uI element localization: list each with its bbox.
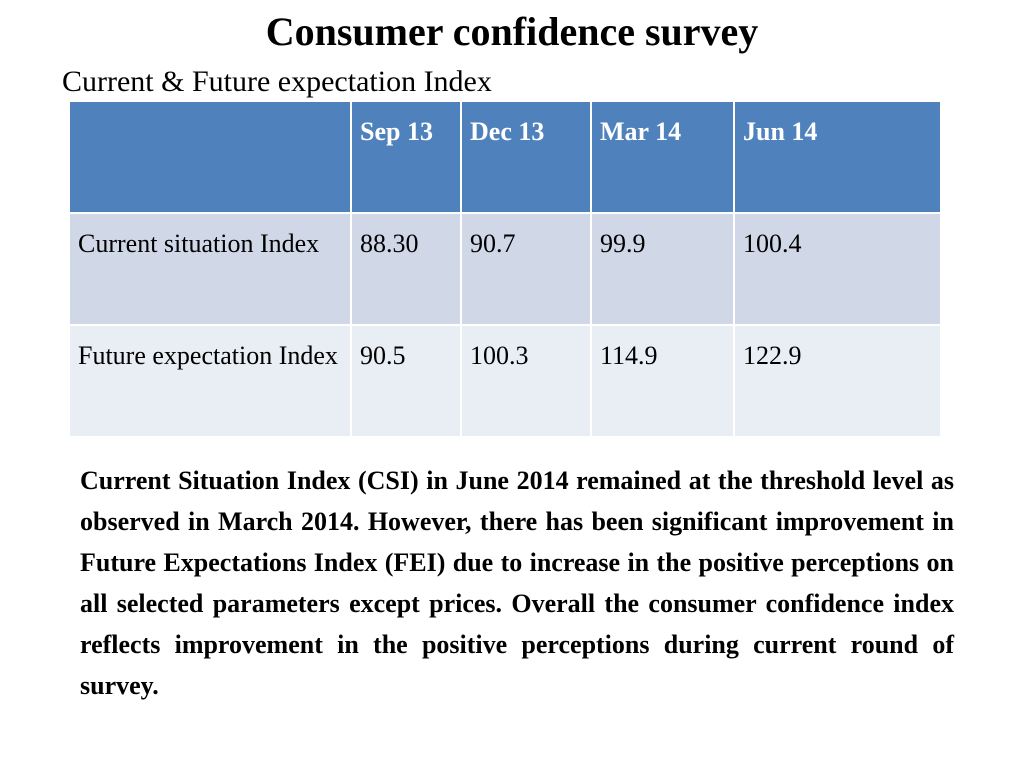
slide-subtitle: Current & Future expectation Index xyxy=(62,65,492,98)
table-cell: 100.4 xyxy=(733,212,942,326)
table-cell: 90.5 xyxy=(350,324,462,438)
table-row: Current situation Index 88.30 90.7 99.9 … xyxy=(68,212,942,326)
row-label: Current situation Index xyxy=(68,212,352,326)
table-cell: 99.9 xyxy=(590,212,735,326)
header-cell-empty xyxy=(68,100,352,214)
header-cell-jun-14: Jun 14 xyxy=(733,100,942,214)
table-header-row: Sep 13 Dec 13 Mar 14 Jun 14 xyxy=(68,100,942,214)
header-cell-dec-13: Dec 13 xyxy=(460,100,592,214)
summary-paragraph: Current Situation Index (CSI) in June 20… xyxy=(80,466,954,700)
slide-title: Consumer confidence survey xyxy=(265,9,759,54)
header-cell-sep-13: Sep 13 xyxy=(350,100,462,214)
index-table: Sep 13 Dec 13 Mar 14 Jun 14 Current situ… xyxy=(68,100,942,438)
table-cell: 122.9 xyxy=(733,324,942,438)
table-cell: 88.30 xyxy=(350,212,462,326)
header-cell-mar-14: Mar 14 xyxy=(590,100,735,214)
table-row: Future expectation Index 90.5 100.3 114.… xyxy=(68,324,942,438)
table-cell: 90.7 xyxy=(460,212,592,326)
table-cell: 114.9 xyxy=(590,324,735,438)
table-cell: 100.3 xyxy=(460,324,592,438)
row-label: Future expectation Index xyxy=(68,324,352,438)
